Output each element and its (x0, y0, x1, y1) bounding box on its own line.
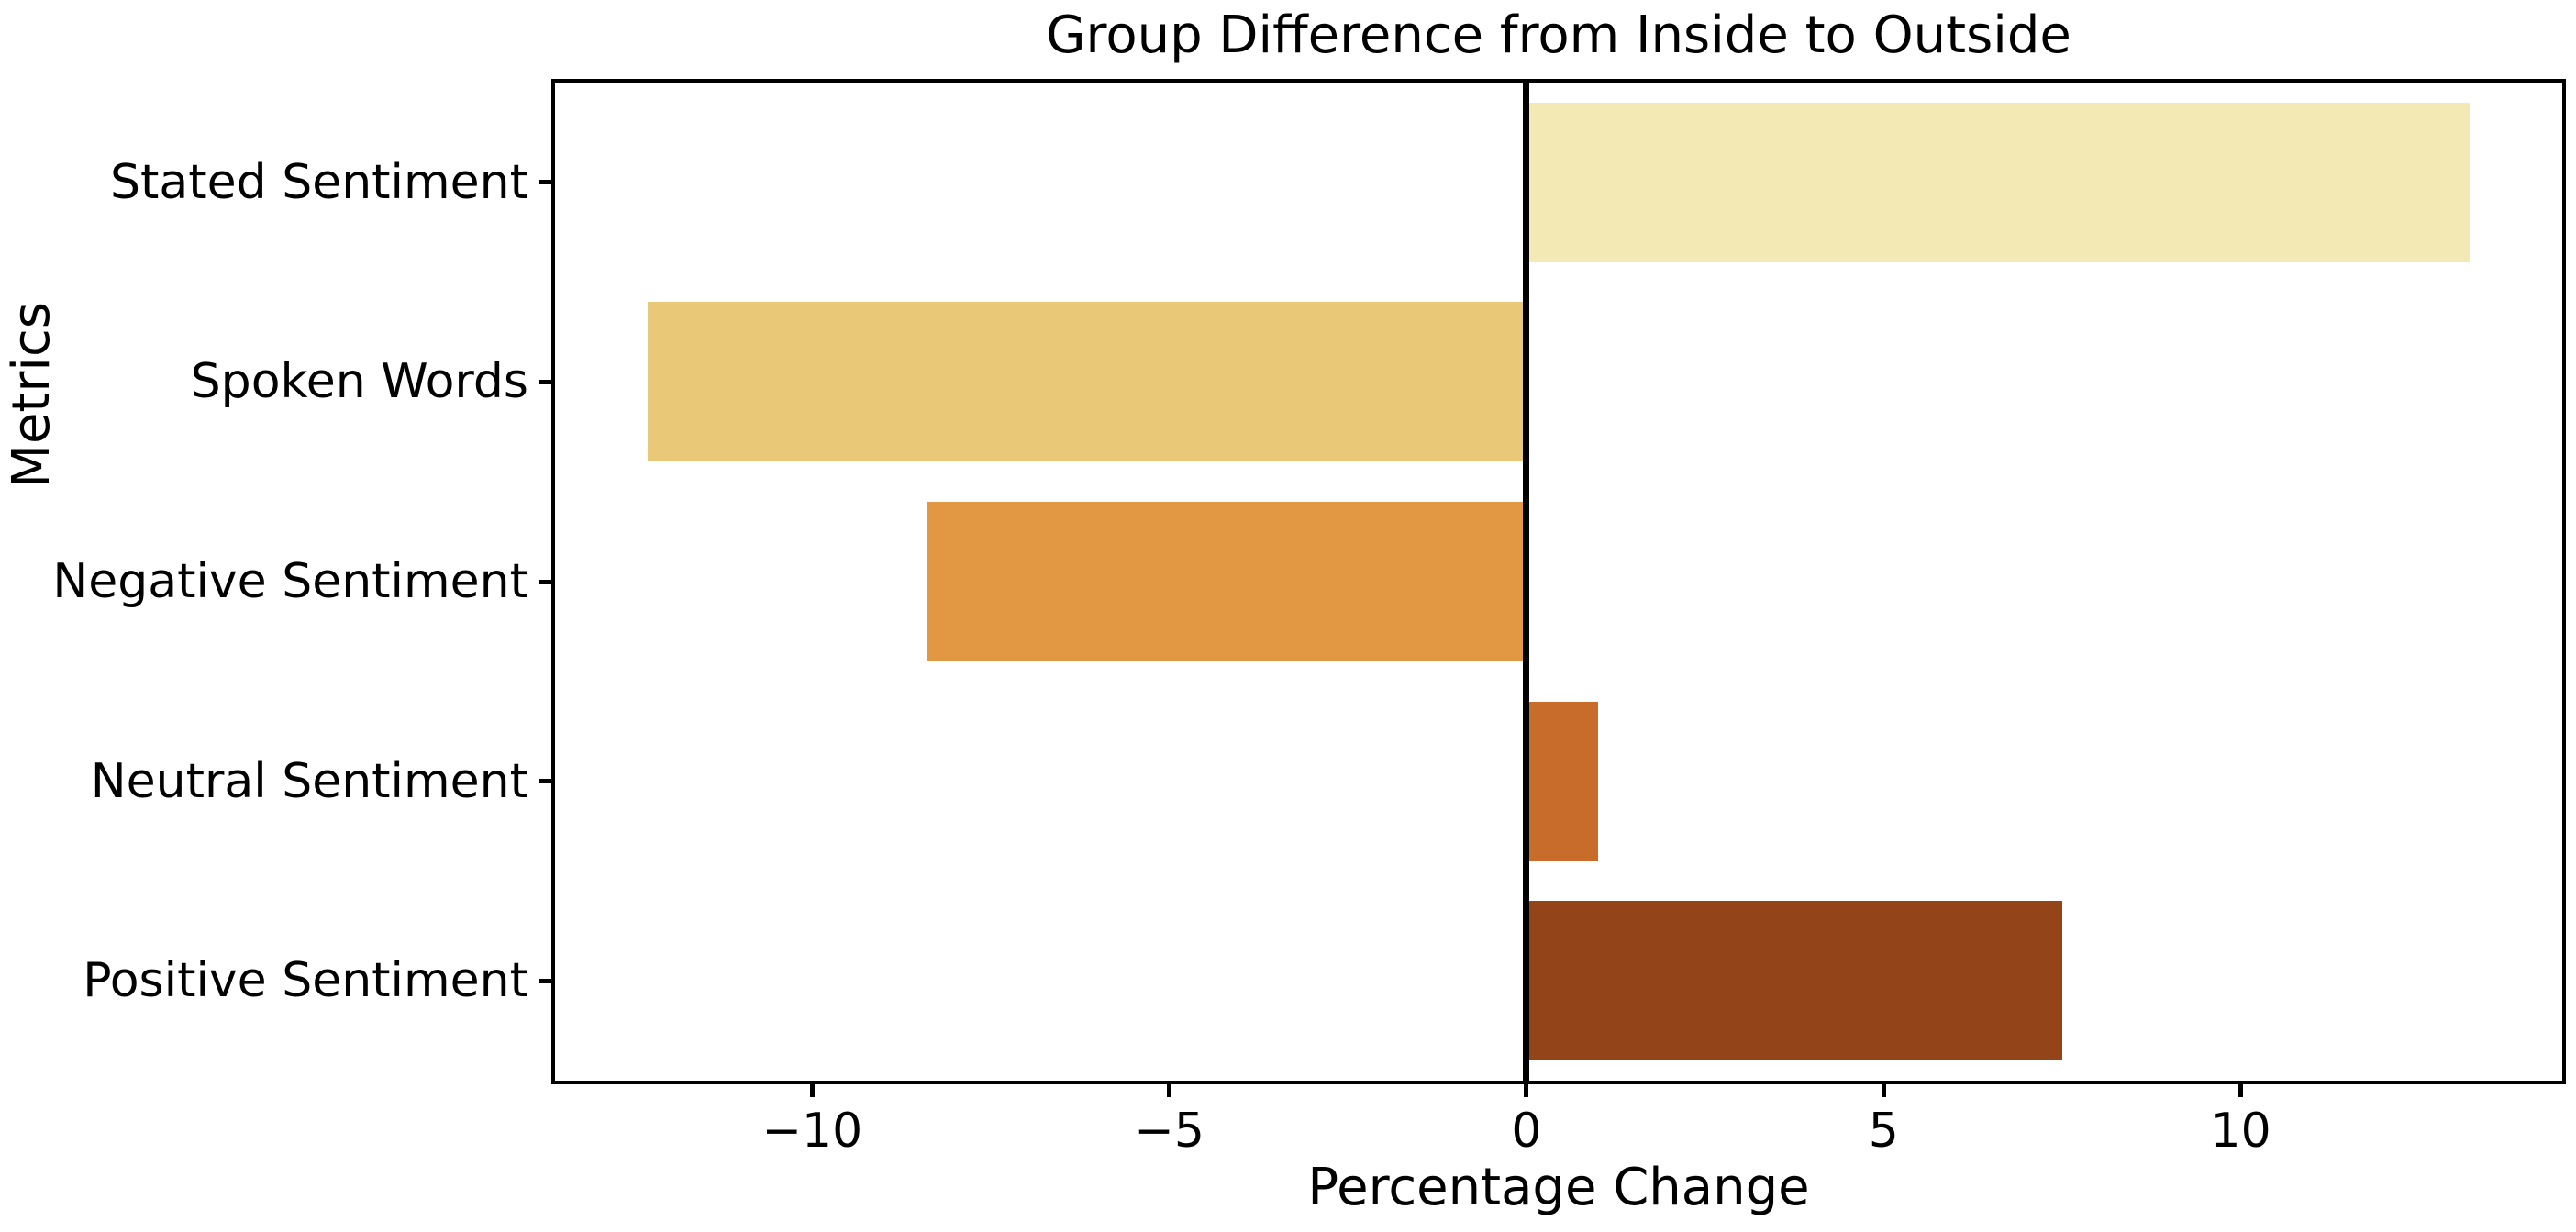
y-tick-label-positive-sentiment: Positive Sentiment (83, 953, 528, 1009)
bar-stated-sentiment (1526, 102, 2470, 262)
x-tick (809, 1084, 815, 1097)
chart-title: Group Difference from Inside to Outside (1046, 6, 2071, 65)
y-tick (539, 379, 551, 384)
bar-neutral-sentiment (1526, 701, 1598, 861)
plot-frame (551, 79, 2566, 1084)
x-tick-label: 10 (2210, 1104, 2271, 1159)
y-tick (539, 579, 551, 584)
x-tick-label: 0 (1511, 1104, 1542, 1159)
bar-spoken-words (648, 302, 1527, 462)
x-tick (1167, 1084, 1172, 1097)
y-tick-label-stated-sentiment: Stated Sentiment (110, 154, 528, 210)
y-tick-label-neutral-sentiment: Neutral Sentiment (90, 753, 528, 809)
bar-positive-sentiment (1526, 901, 2062, 1061)
zero-reference-line (1523, 83, 1530, 1081)
y-axis-label: Metrics (2, 302, 61, 489)
y-tick (539, 180, 551, 185)
x-tick (1881, 1084, 1886, 1097)
x-axis-label: Percentage Change (1307, 1158, 1810, 1217)
y-tick-label-spoken-words: Spoken Words (190, 354, 528, 410)
x-tick-label: 5 (1868, 1104, 1899, 1159)
bar-negative-sentiment (926, 501, 1527, 662)
x-tick-label: −5 (1134, 1104, 1205, 1159)
y-tick-label-negative-sentiment: Negative Sentiment (52, 554, 528, 609)
y-tick (539, 779, 551, 784)
plot-area (555, 83, 2562, 1081)
y-tick (539, 978, 551, 983)
x-tick (1524, 1084, 1529, 1097)
x-tick-label: −10 (761, 1104, 863, 1159)
x-tick (2238, 1084, 2244, 1097)
